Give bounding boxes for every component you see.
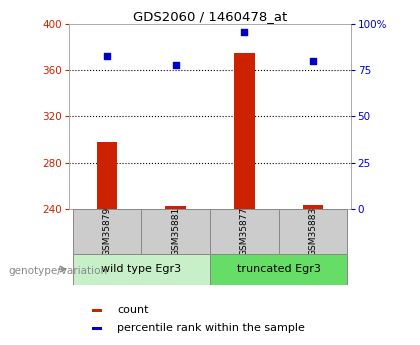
Bar [92, 327, 102, 330]
Bar [73, 254, 210, 285]
Text: GSM35879: GSM35879 [102, 207, 112, 256]
Bar [92, 309, 102, 312]
Point [104, 53, 110, 58]
Bar [97, 142, 117, 209]
Bar [234, 53, 255, 209]
Text: GSM35883: GSM35883 [308, 207, 318, 256]
Point [310, 58, 316, 64]
Bar [210, 254, 347, 285]
Point [172, 62, 179, 68]
Title: GDS2060 / 1460478_at: GDS2060 / 1460478_at [133, 10, 287, 23]
Bar [165, 206, 186, 209]
Bar [303, 205, 323, 209]
Text: GSM35877: GSM35877 [240, 207, 249, 256]
Text: genotype/variation: genotype/variation [8, 266, 108, 276]
Bar [210, 209, 278, 254]
Bar [142, 209, 210, 254]
Text: count: count [117, 305, 149, 315]
Point [241, 29, 248, 34]
Bar [73, 209, 142, 254]
Text: GSM35881: GSM35881 [171, 207, 180, 256]
Bar [278, 209, 347, 254]
Text: wild type Egr3: wild type Egr3 [101, 264, 181, 274]
Text: truncated Egr3: truncated Egr3 [237, 264, 320, 274]
Text: percentile rank within the sample: percentile rank within the sample [117, 323, 305, 333]
